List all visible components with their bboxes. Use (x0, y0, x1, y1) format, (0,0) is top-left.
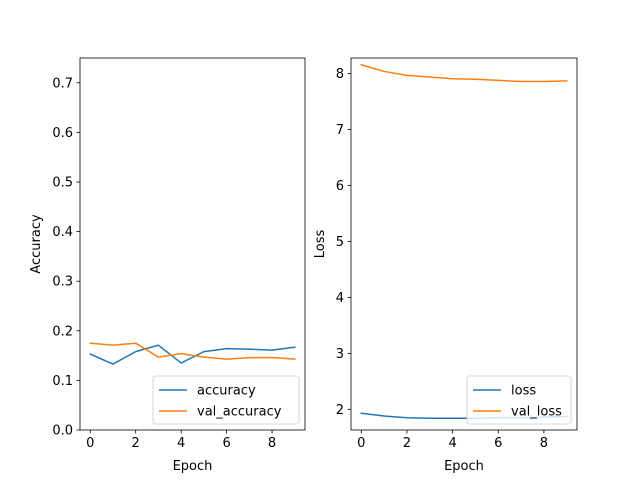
legend-label-accuracy: accuracy (197, 384, 256, 399)
y-tick-label: 5 (336, 235, 344, 250)
x-tick-label: 8 (540, 436, 548, 451)
x-tick-label: 2 (132, 436, 140, 451)
panel-1: 0 2 4 6 8 0.0 0.1 0.2 0.3 0.4 0.5 0.6 0.7 Epoch Accura… (29, 57, 306, 474)
legend-label-val_loss: val_loss (511, 405, 562, 420)
y-tick-label: 0.5 (52, 176, 73, 191)
x-tick-label: 6 (494, 436, 502, 451)
y-tick-label: 0.1 (52, 374, 73, 389)
axes-frame (350, 57, 578, 431)
y-tick-label: 0.6 (52, 126, 73, 141)
y-tick-label: 8 (336, 67, 344, 82)
axes-frame (79, 57, 306, 431)
x-tick-label: 2 (403, 436, 411, 451)
y-tick-label: 7 (336, 123, 344, 138)
x-axis-label: Epoch (173, 459, 213, 474)
legend-label-val_accuracy: val_accuracy (197, 405, 282, 420)
x-axis-label: Epoch (444, 459, 484, 474)
legend-box (466, 375, 572, 425)
y-tick-label: 0.2 (52, 324, 73, 339)
y-tick-label: 6 (336, 179, 344, 194)
series-line-accuracy (89, 344, 296, 365)
y-axis-label: Loss (313, 230, 328, 259)
legend-box (152, 375, 300, 425)
y-tick-label: 0.7 (52, 76, 73, 91)
series-line-val_accuracy (89, 342, 296, 360)
x-tick-label: 4 (448, 436, 456, 451)
x-tick-label: 8 (268, 436, 276, 451)
y-axis-label: Accuracy (29, 214, 44, 274)
y-tick-label: 4 (336, 291, 344, 306)
x-tick-label: 0 (86, 436, 94, 451)
legend: accuracy val_accuracy (152, 375, 300, 425)
panel-2: 0 2 4 6 8 2 3 4 5 6 7 8 Epoch Loss loss val_loss (313, 57, 578, 474)
legend: loss val_loss (466, 375, 572, 425)
y-tick-label: 3 (336, 347, 344, 362)
x-tick-label: 0 (357, 436, 365, 451)
series-line-val_loss (360, 63, 568, 83)
x-tick-label: 4 (177, 436, 185, 451)
y-tick-label: 0.4 (52, 225, 73, 240)
x-tick-label: 6 (222, 436, 230, 451)
legend-label-loss: loss (511, 384, 536, 399)
y-tick-label: 0.3 (52, 275, 73, 290)
y-tick-label: 2 (336, 403, 344, 418)
y-tick-label: 0.0 (52, 424, 73, 439)
